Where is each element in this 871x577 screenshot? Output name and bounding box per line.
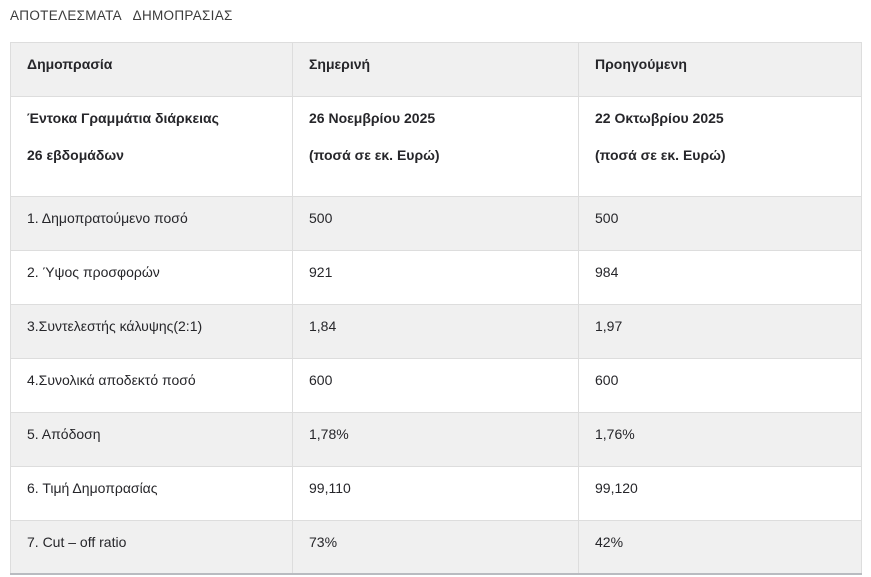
row-label-cell: 1. Δημοπρατούμενο ποσό bbox=[10, 195, 293, 251]
table-row: 4.Συνολικά αποδεκτό ποσό 600 600 bbox=[10, 357, 862, 413]
row-label-cell: 2. Ύψος προσφορών bbox=[10, 249, 293, 305]
row-label-cell: 5. Απόδοση bbox=[10, 411, 293, 467]
row-current-cell: 99,110 bbox=[292, 465, 579, 521]
page-title: ΑΠΟΤΕΛΕΣΜΑΤΑ ΔΗΜΟΠΡΑΣΙΑΣ bbox=[10, 8, 233, 23]
previous-amount-unit-note: (ποσά σε εκ. Ευρώ) bbox=[595, 146, 726, 163]
subheader-security-cell: Έντοκα Γραμμάτια διάρκειας 26 εβδομάδων bbox=[10, 96, 293, 197]
table-row: 7. Cut – off ratio 73% 42% bbox=[10, 519, 862, 575]
column-header-auction: Δημοπρασία bbox=[10, 42, 293, 97]
table-row: 3.Συντελεστής κάλυψης(2:1) 1,84 1,97 bbox=[10, 303, 862, 359]
row-current-cell: 1,78% bbox=[292, 411, 579, 467]
column-header-current: Σημερινή bbox=[292, 42, 579, 97]
table-subheader-row: Έντοκα Γραμμάτια διάρκειας 26 εβδομάδων … bbox=[10, 96, 862, 197]
row-label-cell: 7. Cut – off ratio bbox=[10, 519, 293, 575]
row-current-cell: 600 bbox=[292, 357, 579, 413]
table-row: 1. Δημοπρατούμενο ποσό 500 500 bbox=[10, 195, 862, 251]
table-row: 5. Απόδοση 1,78% 1,76% bbox=[10, 411, 862, 467]
table-row: 2. Ύψος προσφορών 921 984 bbox=[10, 249, 862, 305]
table-row: 6. Τιμή Δημοπρασίας 99,110 99,120 bbox=[10, 465, 862, 521]
row-current-cell: 73% bbox=[292, 519, 579, 575]
subheader-previous-date-cell: 22 Οκτωβρίου 2025 (ποσά σε εκ. Ευρώ) bbox=[578, 96, 862, 197]
row-previous-cell: 99,120 bbox=[578, 465, 862, 521]
row-current-cell: 921 bbox=[292, 249, 579, 305]
security-duration-text: 26 εβδομάδων bbox=[27, 146, 124, 163]
subheader-current-date-cell: 26 Νοεμβρίου 2025 (ποσά σε εκ. Ευρώ) bbox=[292, 96, 579, 197]
current-auction-date: 26 Νοεμβρίου 2025 bbox=[309, 110, 436, 126]
row-previous-cell: 1,97 bbox=[578, 303, 862, 359]
auction-results-table: Δημοπρασία Σημερινή Προηγούμενη Έντοκα Γ… bbox=[10, 42, 862, 576]
table-header-row: Δημοπρασία Σημερινή Προηγούμενη bbox=[10, 42, 862, 97]
table-body: 1. Δημοπρατούμενο ποσό 500 500 2. Ύψος π… bbox=[10, 195, 862, 575]
previous-auction-date: 22 Οκτωβρίου 2025 bbox=[595, 110, 724, 126]
row-previous-cell: 500 bbox=[578, 195, 862, 251]
row-current-cell: 500 bbox=[292, 195, 579, 251]
security-type-text: Έντοκα Γραμμάτια διάρκειας bbox=[27, 110, 219, 126]
row-previous-cell: 42% bbox=[578, 519, 862, 575]
row-previous-cell: 984 bbox=[578, 249, 862, 305]
row-label-cell: 3.Συντελεστής κάλυψης(2:1) bbox=[10, 303, 293, 359]
row-label-cell: 4.Συνολικά αποδεκτό ποσό bbox=[10, 357, 293, 413]
row-previous-cell: 600 bbox=[578, 357, 862, 413]
table-head: Δημοπρασία Σημερινή Προηγούμενη Έντοκα Γ… bbox=[10, 42, 862, 197]
row-current-cell: 1,84 bbox=[292, 303, 579, 359]
row-label-cell: 6. Τιμή Δημοπρασίας bbox=[10, 465, 293, 521]
current-amount-unit-note: (ποσά σε εκ. Ευρώ) bbox=[309, 146, 440, 163]
row-previous-cell: 1,76% bbox=[578, 411, 862, 467]
column-header-previous: Προηγούμενη bbox=[578, 42, 862, 97]
